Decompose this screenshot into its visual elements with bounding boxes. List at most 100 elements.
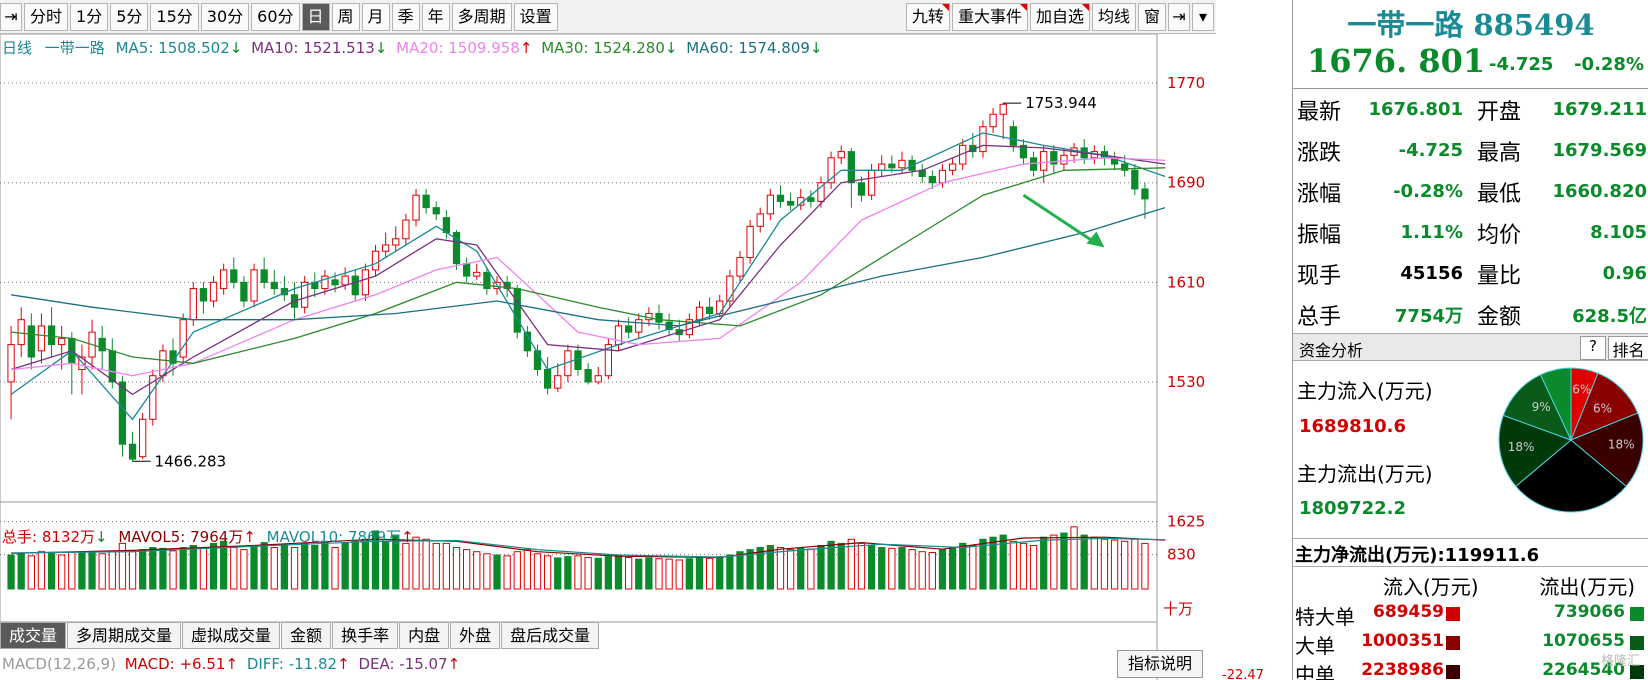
volume-bar <box>270 547 278 590</box>
indicator-tab-7[interactable]: 盘后成交量 <box>501 622 600 649</box>
legend-ma60: MA60: 1574.809 <box>686 39 810 57</box>
quote-value: -0.28% <box>1393 181 1463 202</box>
indicator-help-button[interactable]: 指标说明 <box>1117 650 1204 678</box>
candle-body <box>382 244 390 252</box>
fund-pie-svg: 6%6% 18% 9% 18% <box>1498 367 1644 513</box>
volume-bar <box>574 555 582 590</box>
quote-value: 7754万 <box>1394 305 1463 327</box>
candle-body <box>948 163 957 171</box>
candle-body <box>847 151 855 184</box>
volume-bar <box>554 557 562 590</box>
period-tab-2[interactable]: 5分 <box>110 2 149 31</box>
volume-bar <box>412 536 420 590</box>
volume-bar <box>402 542 410 590</box>
candle-body <box>999 103 1007 115</box>
pie-label: 18% <box>1608 437 1635 451</box>
volume-bar <box>857 542 866 590</box>
kline-chart[interactable]: 1770 1690 1610 1530 1625 830 十万 1753.944 1466.28… <box>0 33 1216 680</box>
collapse-left-icon[interactable]: ⇥ <box>0 2 22 31</box>
period-tab-9[interactable]: 季 <box>391 2 420 31</box>
period-tab-5[interactable]: 60分 <box>251 2 300 31</box>
collapse-right-icon[interactable]: ⇥ <box>1168 3 1190 31</box>
period-tab-4[interactable]: 30分 <box>200 2 250 31</box>
candle-body <box>361 269 370 296</box>
legend-ma60-dir: ↓ <box>809 39 823 57</box>
period-tab-12[interactable]: 设置 <box>513 2 558 31</box>
flow-row-name: 大单 <box>1295 634 1335 658</box>
volume-bar <box>199 547 208 590</box>
period-tab-11[interactable]: 多周期 <box>451 2 512 31</box>
flow-row-in: 2238986 <box>1361 660 1444 680</box>
candle-body <box>341 275 349 286</box>
candle-body <box>655 312 663 323</box>
period-tab-1[interactable]: 1分 <box>70 2 109 31</box>
candle-body <box>58 337 66 346</box>
flow-table-header: 流入(万元) 流出(万元) <box>1293 567 1648 599</box>
volume-bar <box>543 555 552 590</box>
fund-help-button[interactable]: ? <box>1580 336 1606 360</box>
flow-row: 中单 2238986 2264540 <box>1293 657 1648 680</box>
main-inflow-label: 主力流入(万元) <box>1297 379 1433 403</box>
volume-bar <box>139 549 147 590</box>
volume-bar <box>888 547 896 590</box>
candle-body <box>989 113 997 128</box>
candle-body <box>635 319 643 333</box>
candle-body <box>857 182 866 196</box>
toolbar-right-button-0[interactable]: 九转 <box>905 3 950 31</box>
period-tab-0[interactable]: 分时 <box>24 2 69 31</box>
volume-bar <box>878 547 886 590</box>
volume-bar <box>1070 526 1078 590</box>
candle-body <box>78 356 86 370</box>
volume-bar <box>746 549 754 590</box>
main-outflow-label: 主力流出(万元) <box>1297 462 1433 486</box>
candle-body <box>452 232 461 265</box>
toolbar-right-button-4[interactable]: 窗 <box>1137 3 1166 31</box>
toolbar-right-button-3[interactable]: 均线 <box>1091 3 1136 31</box>
volume-bar <box>766 544 774 590</box>
indicator-tab-0[interactable]: 成交量 <box>0 622 67 649</box>
volume-bar <box>736 551 744 590</box>
ma-line-ma5 <box>10 132 1166 421</box>
candle-body <box>331 279 339 286</box>
low-marker-label: 1466.283 <box>155 452 227 470</box>
volume-bar <box>938 549 947 590</box>
volume-bar <box>27 555 35 590</box>
menu-dropdown-icon[interactable]: ▾ <box>1192 3 1214 31</box>
period-tab-7[interactable]: 周 <box>331 2 360 31</box>
period-tab-3[interactable]: 15分 <box>150 2 199 31</box>
ma-line-ma30 <box>11 167 1166 364</box>
quote-row: 现手 45156 量比 0.96 <box>1293 253 1648 294</box>
indicator-tab-4[interactable]: 换手率 <box>332 622 399 649</box>
volume-bar <box>280 543 289 590</box>
legend-ma5-dir: ↓ <box>229 39 243 57</box>
quote-value: 1660.820 <box>1552 181 1647 202</box>
fund-analysis-header: 资金分析 ? 排名 <box>1293 333 1648 361</box>
fund-rank-button[interactable]: 排名 <box>1608 336 1648 360</box>
toolbar-right-button-1[interactable]: 重大事件 <box>951 3 1028 31</box>
volume-bar <box>189 544 197 590</box>
candle-body <box>1040 151 1048 171</box>
volume-bar <box>523 549 532 590</box>
period-tab-8[interactable]: 月 <box>361 2 390 31</box>
volume-bar <box>898 547 906 590</box>
quote-value: 1679.211 <box>1552 99 1647 120</box>
toolbar-right-button-2[interactable]: 加自选 <box>1029 3 1090 31</box>
candle-body <box>776 194 785 202</box>
period-tab-6[interactable]: 日 <box>301 2 330 31</box>
indicator-tab-3[interactable]: 金额 <box>281 622 332 649</box>
volume-bar <box>635 558 643 590</box>
chart-canvas[interactable]: 1770 1690 1610 1530 1625 830 十万 1753.944 1466.28… <box>0 33 1216 680</box>
price-tick-label: 1770 <box>1167 74 1205 92</box>
quote-label: 振幅 <box>1297 222 1342 248</box>
period-tab-10[interactable]: 年 <box>421 2 450 31</box>
candle-body <box>422 194 430 209</box>
indicator-tab-1[interactable]: 多周期成交量 <box>67 622 182 649</box>
candle-body <box>746 225 754 258</box>
volume-bar <box>655 558 663 590</box>
volume-bar <box>159 547 167 590</box>
indicator-tab-6[interactable]: 外盘 <box>450 622 501 649</box>
indicator-tab-2[interactable]: 虚拟成交量 <box>182 622 281 649</box>
flow-in-swatch <box>1446 607 1460 621</box>
volume-legend: 总手: 8132万↓ MAVOL5: 7964万↑ MAVOL10: 7869万… <box>2 526 414 547</box>
indicator-tab-5[interactable]: 内盘 <box>399 622 450 649</box>
